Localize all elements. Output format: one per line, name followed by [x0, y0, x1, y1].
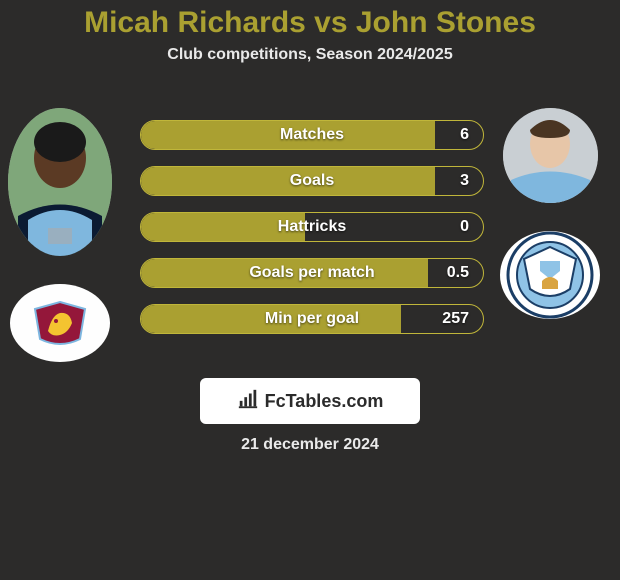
stat-bar-value: 257 [442, 305, 469, 333]
left-column [0, 108, 120, 362]
club-left-badge [10, 284, 110, 362]
stat-bar: Matches 6 [140, 120, 484, 150]
stat-bar-value: 6 [460, 121, 469, 149]
player-right-avatar [503, 108, 598, 203]
stat-bar-value: 0 [460, 213, 469, 241]
stat-bar-label: Goals [290, 167, 334, 195]
stat-bar-fill [141, 167, 435, 195]
brand-badge[interactable]: FcTables.com [200, 378, 420, 424]
page-title: Micah Richards vs John Stones [0, 0, 620, 40]
player-left-avatar [8, 108, 112, 256]
stat-bar-label: Hattricks [278, 213, 346, 241]
club-right-badge [500, 231, 600, 319]
stat-bar-label: Min per goal [265, 305, 359, 333]
date-caption: 21 december 2024 [0, 436, 620, 454]
stat-bar: Hattricks 0 [140, 212, 484, 242]
stat-bar-label: Matches [280, 121, 344, 149]
stat-bars: Matches 6 Goals 3 Hattricks 0 Goals per match 0… [140, 120, 484, 334]
stat-bar-value: 3 [460, 167, 469, 195]
subtitle: Club competitions, Season 2024/2025 [0, 46, 620, 64]
stat-bar: Min per goal 257 [140, 304, 484, 334]
right-column [490, 108, 610, 319]
stat-bar-label: Goals per match [249, 259, 374, 287]
stat-bar-value: 0.5 [447, 259, 469, 287]
brand-name: FcTables.com [265, 391, 384, 412]
stat-bar: Goals per match 0.5 [140, 258, 484, 288]
chart-icon [237, 388, 259, 415]
stat-bar: Goals 3 [140, 166, 484, 196]
